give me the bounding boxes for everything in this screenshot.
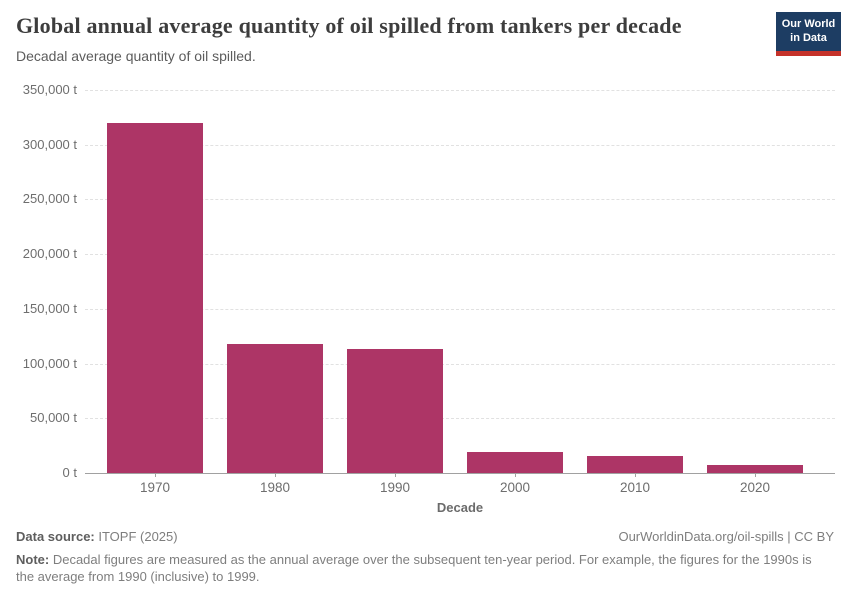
x-tick-mark-2020 <box>755 473 756 477</box>
bar-2020[interactable] <box>707 465 803 473</box>
x-tick-label-1970: 1970 <box>139 480 171 495</box>
x-tick-mark-1990 <box>395 473 396 477</box>
chart-title: Global annual average quantity of oil sp… <box>16 13 682 38</box>
credit-link[interactable]: OurWorldinData.org/oil-spills | CC BY <box>618 529 834 544</box>
y-tick-label-100000: 100,000 t <box>22 355 77 371</box>
gridline-150000 <box>85 308 835 310</box>
y-tick-label-50000: 50,000 t <box>30 410 77 426</box>
x-tick-label-1990: 1990 <box>379 480 411 495</box>
footer-note-label: Note: <box>16 552 50 567</box>
gridline-250000 <box>85 199 835 201</box>
bar-1990[interactable] <box>347 349 443 473</box>
y-tick-label-0: 0 t <box>62 465 77 480</box>
x-tick-mark-1970 <box>155 473 156 477</box>
y-tick-label-300000: 300,000 t <box>22 136 77 152</box>
gridline-50000 <box>85 418 835 420</box>
x-tick-mark-2000 <box>515 473 516 477</box>
bar-2010[interactable] <box>587 455 683 473</box>
y-tick-label-150000: 150,000 t <box>22 300 77 316</box>
data-source-label: Data source: <box>16 529 95 544</box>
owid-logo[interactable]: Our World in Data <box>776 12 841 56</box>
x-tick-label-1980: 1980 <box>259 480 291 495</box>
owid-logo-line2: in Data <box>790 31 827 44</box>
bar-1970[interactable] <box>107 122 203 473</box>
gridline-300000 <box>85 144 835 146</box>
bar-2000[interactable] <box>467 451 563 473</box>
x-axis-baseline <box>85 473 835 474</box>
footer-note: Note: Decadal figures are measured as th… <box>16 551 822 585</box>
footer-source-row: Data source: ITOPF (2025) OurWorldinData… <box>16 529 834 544</box>
plot-area: 1970 1980 1990 2000 2010 2020 <box>85 90 835 495</box>
x-tick-label-2000: 2000 <box>499 480 531 495</box>
y-tick-label-350000: 350,000 t <box>22 82 77 97</box>
y-tick-label-250000: 250,000 t <box>22 191 77 207</box>
x-axis-title: Decade <box>436 500 484 515</box>
chart-subtitle: Decadal average quantity of oil spilled. <box>16 48 256 64</box>
footer-note-value: Decadal figures are measured as the annu… <box>16 552 812 584</box>
x-tick-mark-2010 <box>635 473 636 477</box>
owid-logo-line1: Our World <box>781 18 836 30</box>
y-tick-label-200000: 200,000 t <box>22 246 77 262</box>
x-tick-label-2020: 2020 <box>739 480 771 495</box>
data-source: Data source: ITOPF (2025) <box>16 529 178 544</box>
x-tick-label-2010: 2010 <box>619 480 651 495</box>
gridline-200000 <box>85 254 835 256</box>
bar-1980[interactable] <box>227 343 323 473</box>
x-tick-mark-1980 <box>275 473 276 477</box>
bar-chart: 1970 1980 1990 2000 2010 2020 Decade 0 t 50,00… <box>22 82 835 515</box>
gridline-350000 <box>85 90 835 91</box>
data-source-value: ITOPF (2025) <box>94 529 178 544</box>
gridline-100000 <box>85 363 835 365</box>
